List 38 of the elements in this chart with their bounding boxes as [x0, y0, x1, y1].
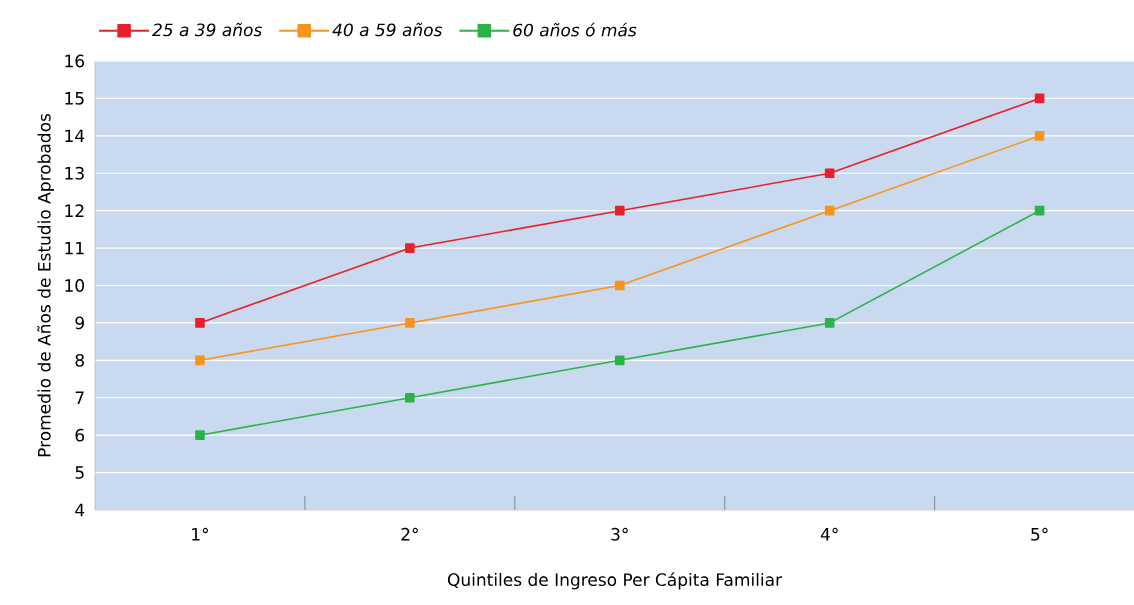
y-tick-label: 14: [65, 129, 85, 143]
y-tick-label: 16: [65, 54, 85, 68]
x-tick-label: 3°: [611, 527, 628, 541]
point: [405, 392, 415, 403]
x-tick-label: 2°: [401, 527, 418, 541]
y-tick-label: 15: [65, 92, 84, 105]
x-tick-label: 1°: [192, 527, 208, 541]
x-tick-label: 4°: [820, 527, 838, 541]
legend-label: 25 a 39 años: [152, 22, 262, 37]
legend-label: 60 años ó más: [513, 22, 637, 37]
point: [195, 430, 205, 440]
y-tick-label: 13: [65, 166, 84, 180]
point: [824, 168, 835, 179]
point: [1034, 205, 1045, 216]
y-tick-label: 5: [75, 466, 84, 479]
y-tick-label: 11: [65, 241, 84, 255]
y-tick-label: 4: [75, 503, 85, 517]
y-tick-label: 10: [65, 279, 84, 292]
point: [195, 355, 205, 366]
y-tick-label: 12: [65, 204, 84, 217]
point: [824, 205, 835, 216]
point: [614, 280, 625, 291]
y-tick-label: 6: [75, 428, 85, 442]
point: [1034, 131, 1045, 141]
point: [1034, 93, 1045, 104]
point: [824, 318, 835, 328]
y-tick-label: 9: [75, 316, 84, 330]
y-axis-title: Promedio de Años de Estudio Aprobados: [37, 113, 54, 457]
x-axis-title: Quintiles de Ingreso Per Cápita Familiar: [447, 572, 783, 590]
point: [405, 243, 415, 253]
point: [405, 318, 415, 328]
y-tick-label: 8: [75, 353, 84, 367]
legend-label: 40 a 59 años: [332, 22, 443, 37]
point: [614, 205, 625, 216]
point: [614, 355, 625, 366]
y-tick-label: 7: [75, 391, 84, 404]
x-tick-label: 5°: [1031, 527, 1048, 541]
point: [195, 318, 205, 328]
